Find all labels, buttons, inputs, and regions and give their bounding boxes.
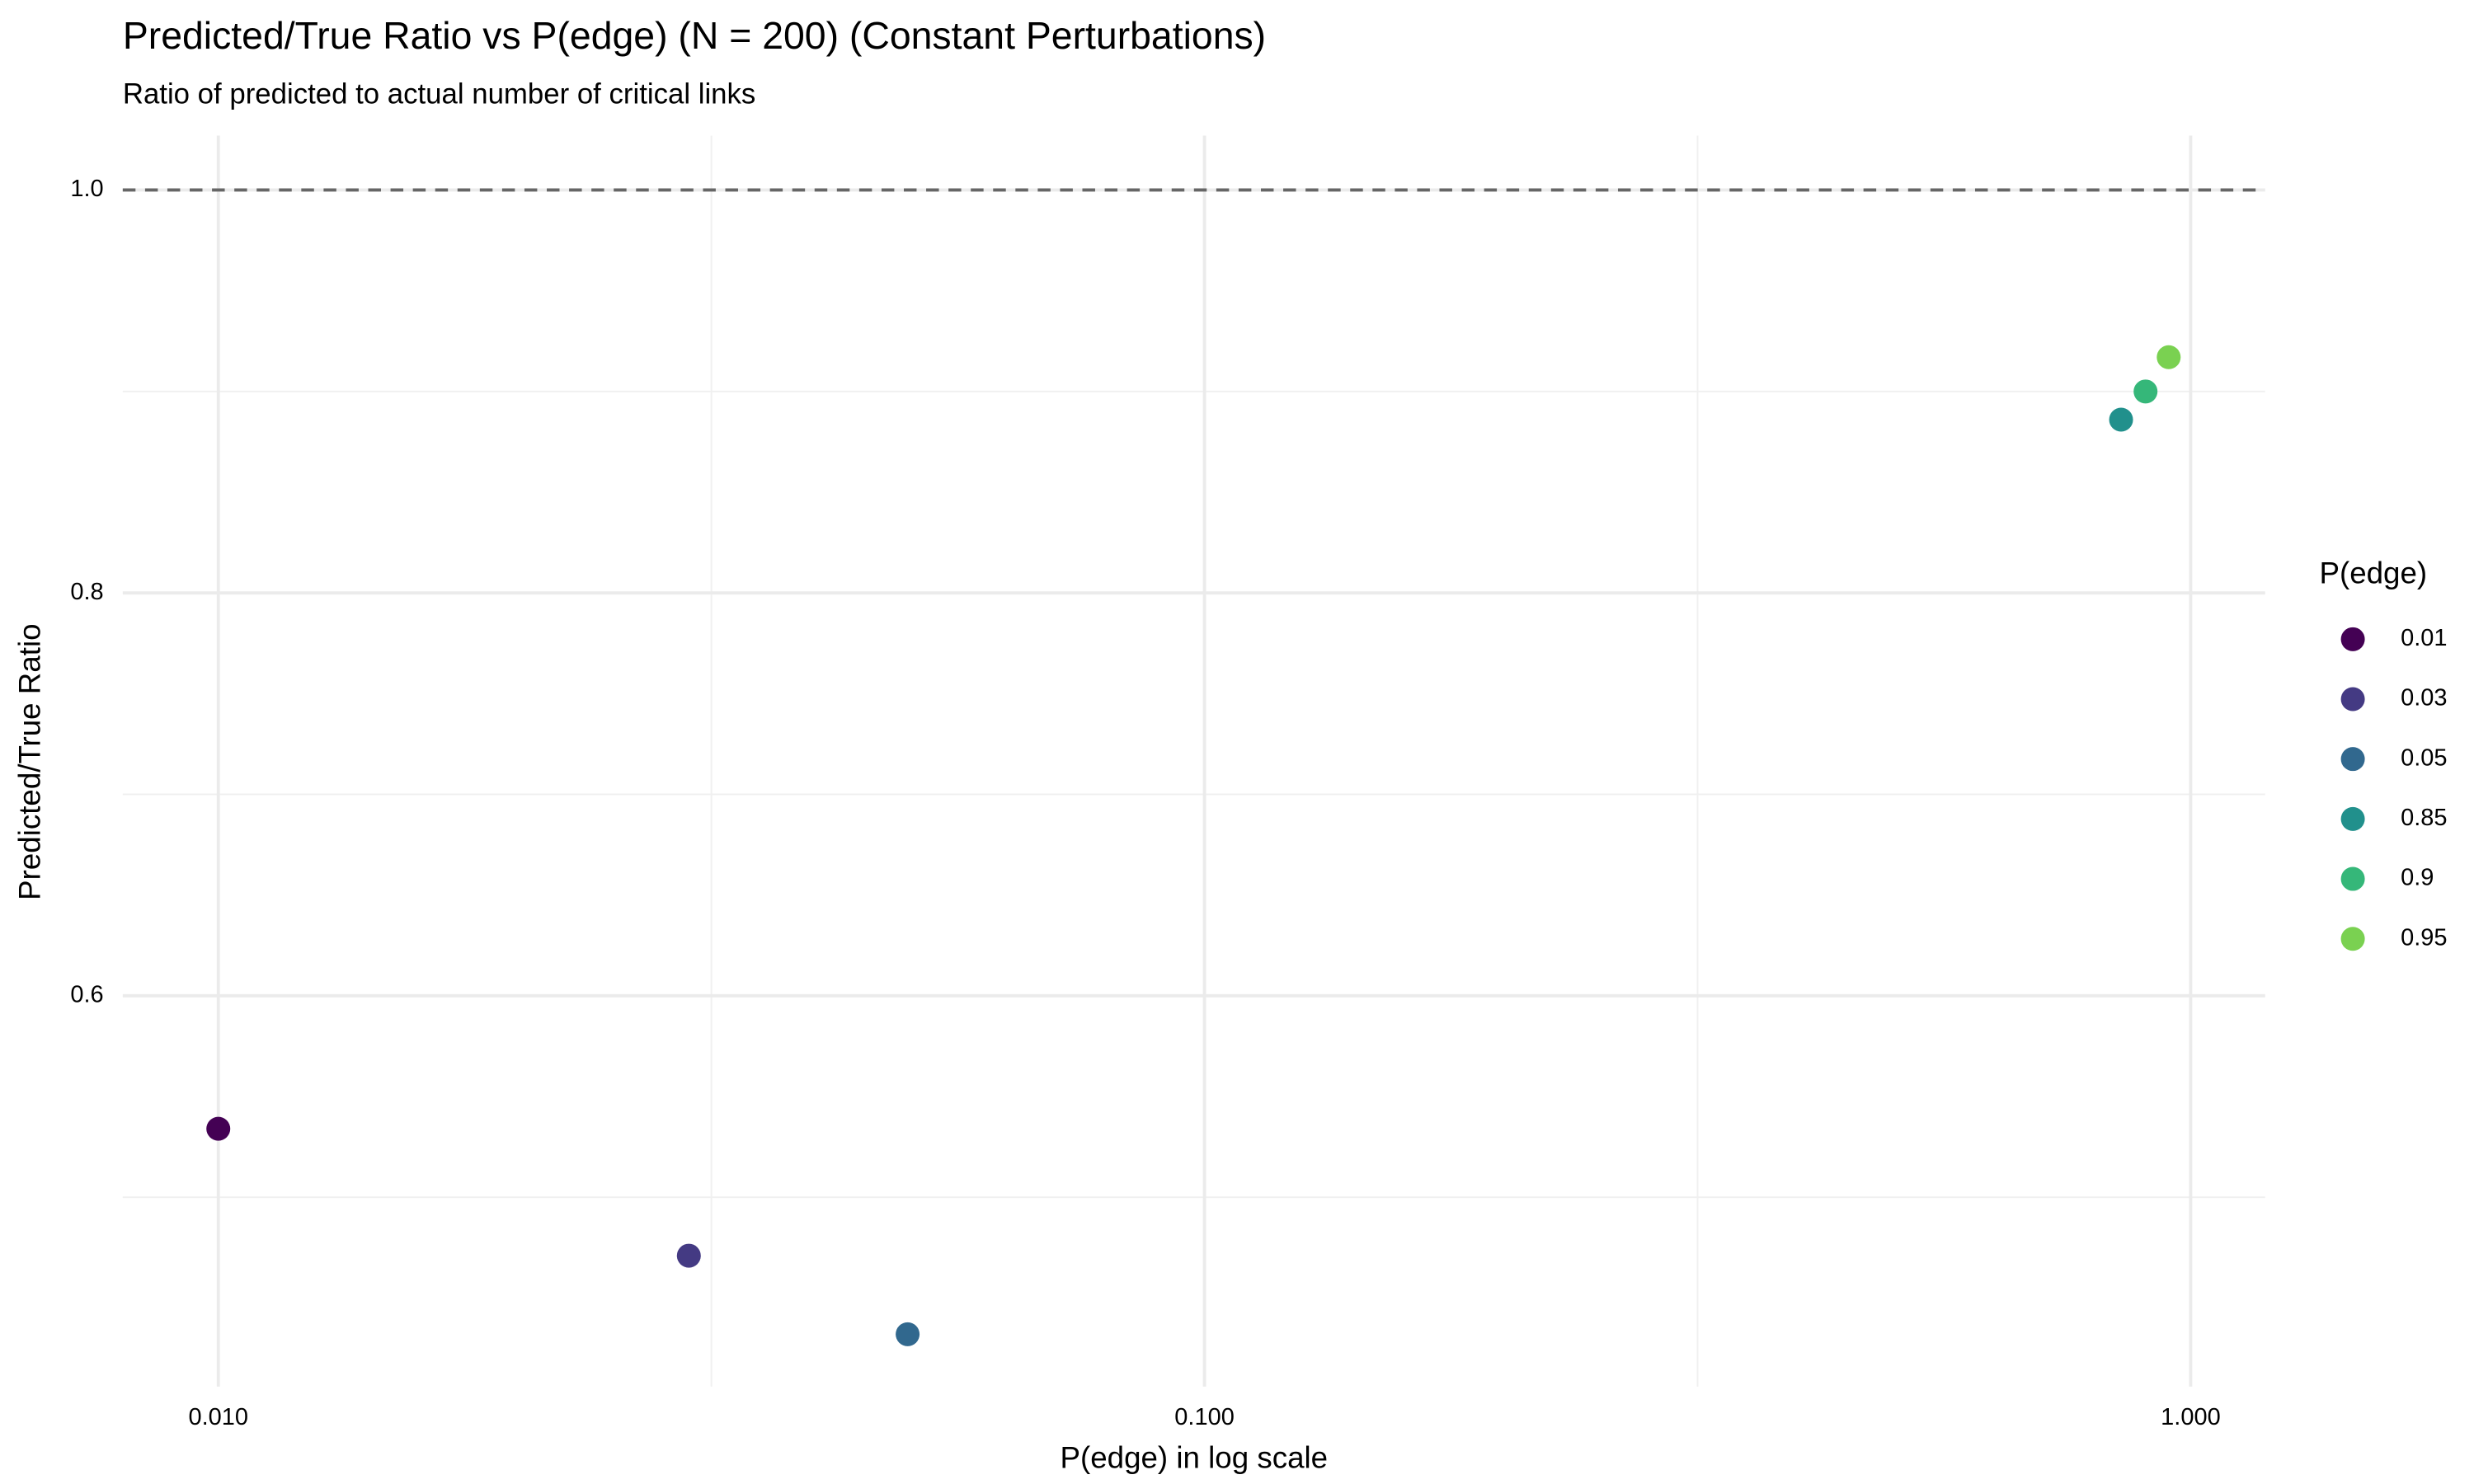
point — [206, 1116, 231, 1141]
point — [896, 1322, 920, 1346]
y-tick-label: 0.8 — [70, 579, 103, 605]
point — [2133, 379, 2158, 404]
legend-label: 0.03 — [2401, 685, 2447, 711]
y-axis-title: Predicted/True Ratio — [12, 623, 46, 899]
legend-label: 0.85 — [2401, 805, 2447, 831]
y-tick-label: 0.6 — [70, 982, 103, 1008]
legend-marker — [2340, 687, 2365, 711]
point — [2157, 345, 2181, 369]
legend-label: 0.05 — [2401, 744, 2447, 771]
legend-label: 0.9 — [2401, 865, 2434, 891]
point — [676, 1243, 701, 1268]
legend-marker — [2340, 627, 2365, 651]
legend-marker — [2340, 747, 2365, 772]
legend-label: 0.01 — [2401, 625, 2447, 651]
x-axis-title: P(edge) in log scale — [1061, 1441, 1329, 1475]
x-tick-label: 0.100 — [1174, 1404, 1235, 1430]
y-tick-label: 1.0 — [70, 176, 103, 202]
x-tick-label: 0.010 — [188, 1404, 248, 1430]
legend-marker — [2340, 866, 2365, 891]
legend-marker — [2340, 927, 2365, 951]
legend-marker — [2340, 806, 2365, 831]
legend-title: P(edge) — [2320, 556, 2428, 590]
x-tick-label: 1.000 — [2161, 1404, 2221, 1430]
chart-subtitle: Ratio of predicted to actual number of c… — [123, 78, 755, 110]
legend-label: 0.95 — [2401, 924, 2447, 951]
point — [2109, 407, 2133, 432]
chart-title: Predicted/True Ratio vs P(edge) (N = 200… — [123, 14, 1266, 57]
